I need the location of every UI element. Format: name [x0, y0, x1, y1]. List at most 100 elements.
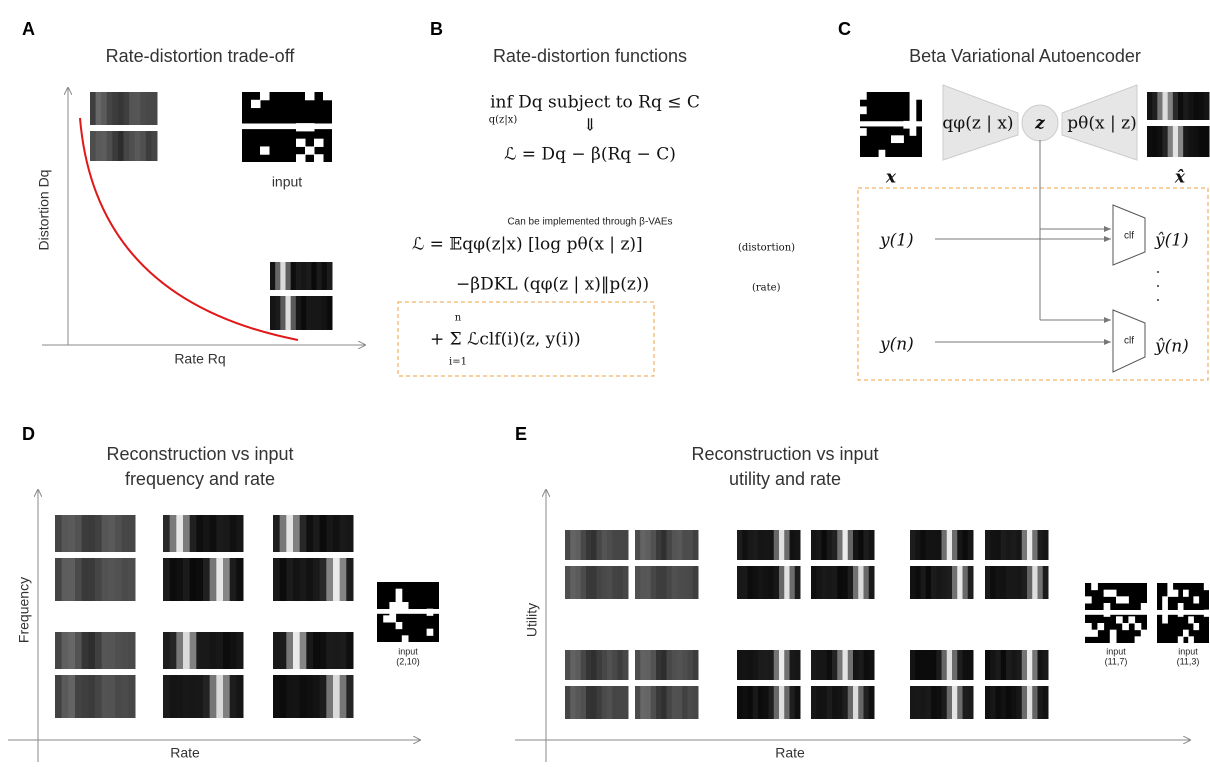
pixel: [995, 530, 1002, 560]
latent-label: z: [1034, 114, 1045, 134]
pixel: [794, 530, 801, 560]
pixel: [75, 675, 83, 718]
pixel: [957, 566, 963, 599]
pixel: [326, 515, 334, 552]
pixel: [863, 650, 870, 680]
pixel: [811, 650, 817, 680]
pixel: [128, 515, 136, 552]
pixel: [1167, 126, 1174, 157]
pixel: [1116, 616, 1123, 624]
pixel: [586, 566, 592, 599]
pixel: [915, 686, 921, 719]
pixel: [737, 530, 743, 560]
pixel: [645, 566, 652, 599]
pixel: [68, 515, 76, 552]
pixel: [821, 566, 828, 599]
pixel: [299, 515, 307, 552]
pixel: [635, 686, 641, 719]
pixel: [570, 686, 576, 719]
pixel: [596, 566, 603, 599]
pixel: [1021, 650, 1028, 680]
classifier: [1112, 204, 1146, 266]
pixel: [280, 262, 286, 290]
pixel: [575, 530, 582, 560]
pixel: [661, 530, 667, 560]
dashed-box: [397, 301, 655, 377]
pixel: [832, 686, 838, 719]
pixel: [747, 566, 754, 599]
pixel: [1188, 616, 1194, 624]
pixel: [1198, 126, 1205, 157]
pixel: [112, 92, 119, 125]
pixel: [692, 650, 699, 680]
pixel: [169, 632, 177, 669]
pixel: [176, 675, 184, 718]
pixel: [1152, 92, 1158, 120]
pixel: [596, 530, 603, 560]
pixel: [957, 530, 963, 560]
panel-letter: B: [430, 19, 443, 39]
pixel: [196, 675, 204, 718]
note: Can be implemented through β-VAEs: [507, 217, 672, 228]
pixel: [779, 650, 785, 680]
pixel: [789, 530, 796, 560]
pixel: [279, 632, 287, 669]
formula: inf Dq subject to Rq ≤ C: [490, 93, 700, 113]
pixel: [920, 650, 927, 680]
pixel: [692, 530, 699, 560]
pixel: [128, 632, 136, 669]
pixel: [915, 566, 921, 599]
pixel: [401, 635, 409, 643]
pixel: [671, 686, 678, 719]
pixel: [635, 530, 641, 560]
pixel: [299, 632, 307, 669]
pixel: [763, 530, 769, 560]
pixel: [816, 530, 822, 560]
pixel: [985, 650, 991, 680]
pixel: [55, 515, 63, 552]
pixel: [209, 675, 217, 718]
pixel: [789, 566, 796, 599]
pixel: [826, 530, 833, 560]
pixel: [55, 675, 63, 718]
pixel: [383, 615, 390, 623]
dot: [1157, 285, 1159, 287]
pixel: [333, 632, 341, 669]
pixel: [990, 566, 996, 599]
pixel: [117, 92, 124, 125]
input-coords: (11,7): [1105, 656, 1128, 666]
pixel: [293, 558, 301, 601]
pixel: [1128, 616, 1136, 624]
pixel: [319, 558, 327, 601]
pixel: [773, 566, 780, 599]
pixel: [88, 515, 96, 552]
pixel: [925, 566, 932, 599]
pixel: [389, 602, 397, 610]
pixel: [305, 146, 315, 155]
pixel: [858, 566, 864, 599]
pixel: [580, 650, 587, 680]
pixel: [936, 530, 942, 560]
pixel: [115, 632, 123, 669]
pixel: [1000, 650, 1007, 680]
pixel: [326, 296, 333, 330]
pixel: [395, 588, 403, 596]
pixel: [677, 686, 683, 719]
pixel: [794, 686, 801, 719]
pixel: [656, 530, 662, 560]
pixel: [853, 530, 859, 560]
pixel: [223, 675, 231, 718]
pixel: [395, 595, 403, 603]
pixel: [868, 566, 875, 599]
pixel: [145, 131, 152, 161]
pixel: [1011, 686, 1017, 719]
pixel: [296, 154, 306, 163]
pixel: [1122, 623, 1129, 631]
pixel: [326, 675, 334, 718]
pixel: [306, 675, 314, 718]
pixel: [260, 146, 270, 155]
panel-title: frequency and rate: [125, 469, 275, 489]
pixel: [209, 632, 217, 669]
pixel: [75, 558, 83, 601]
pixel: [121, 515, 129, 552]
